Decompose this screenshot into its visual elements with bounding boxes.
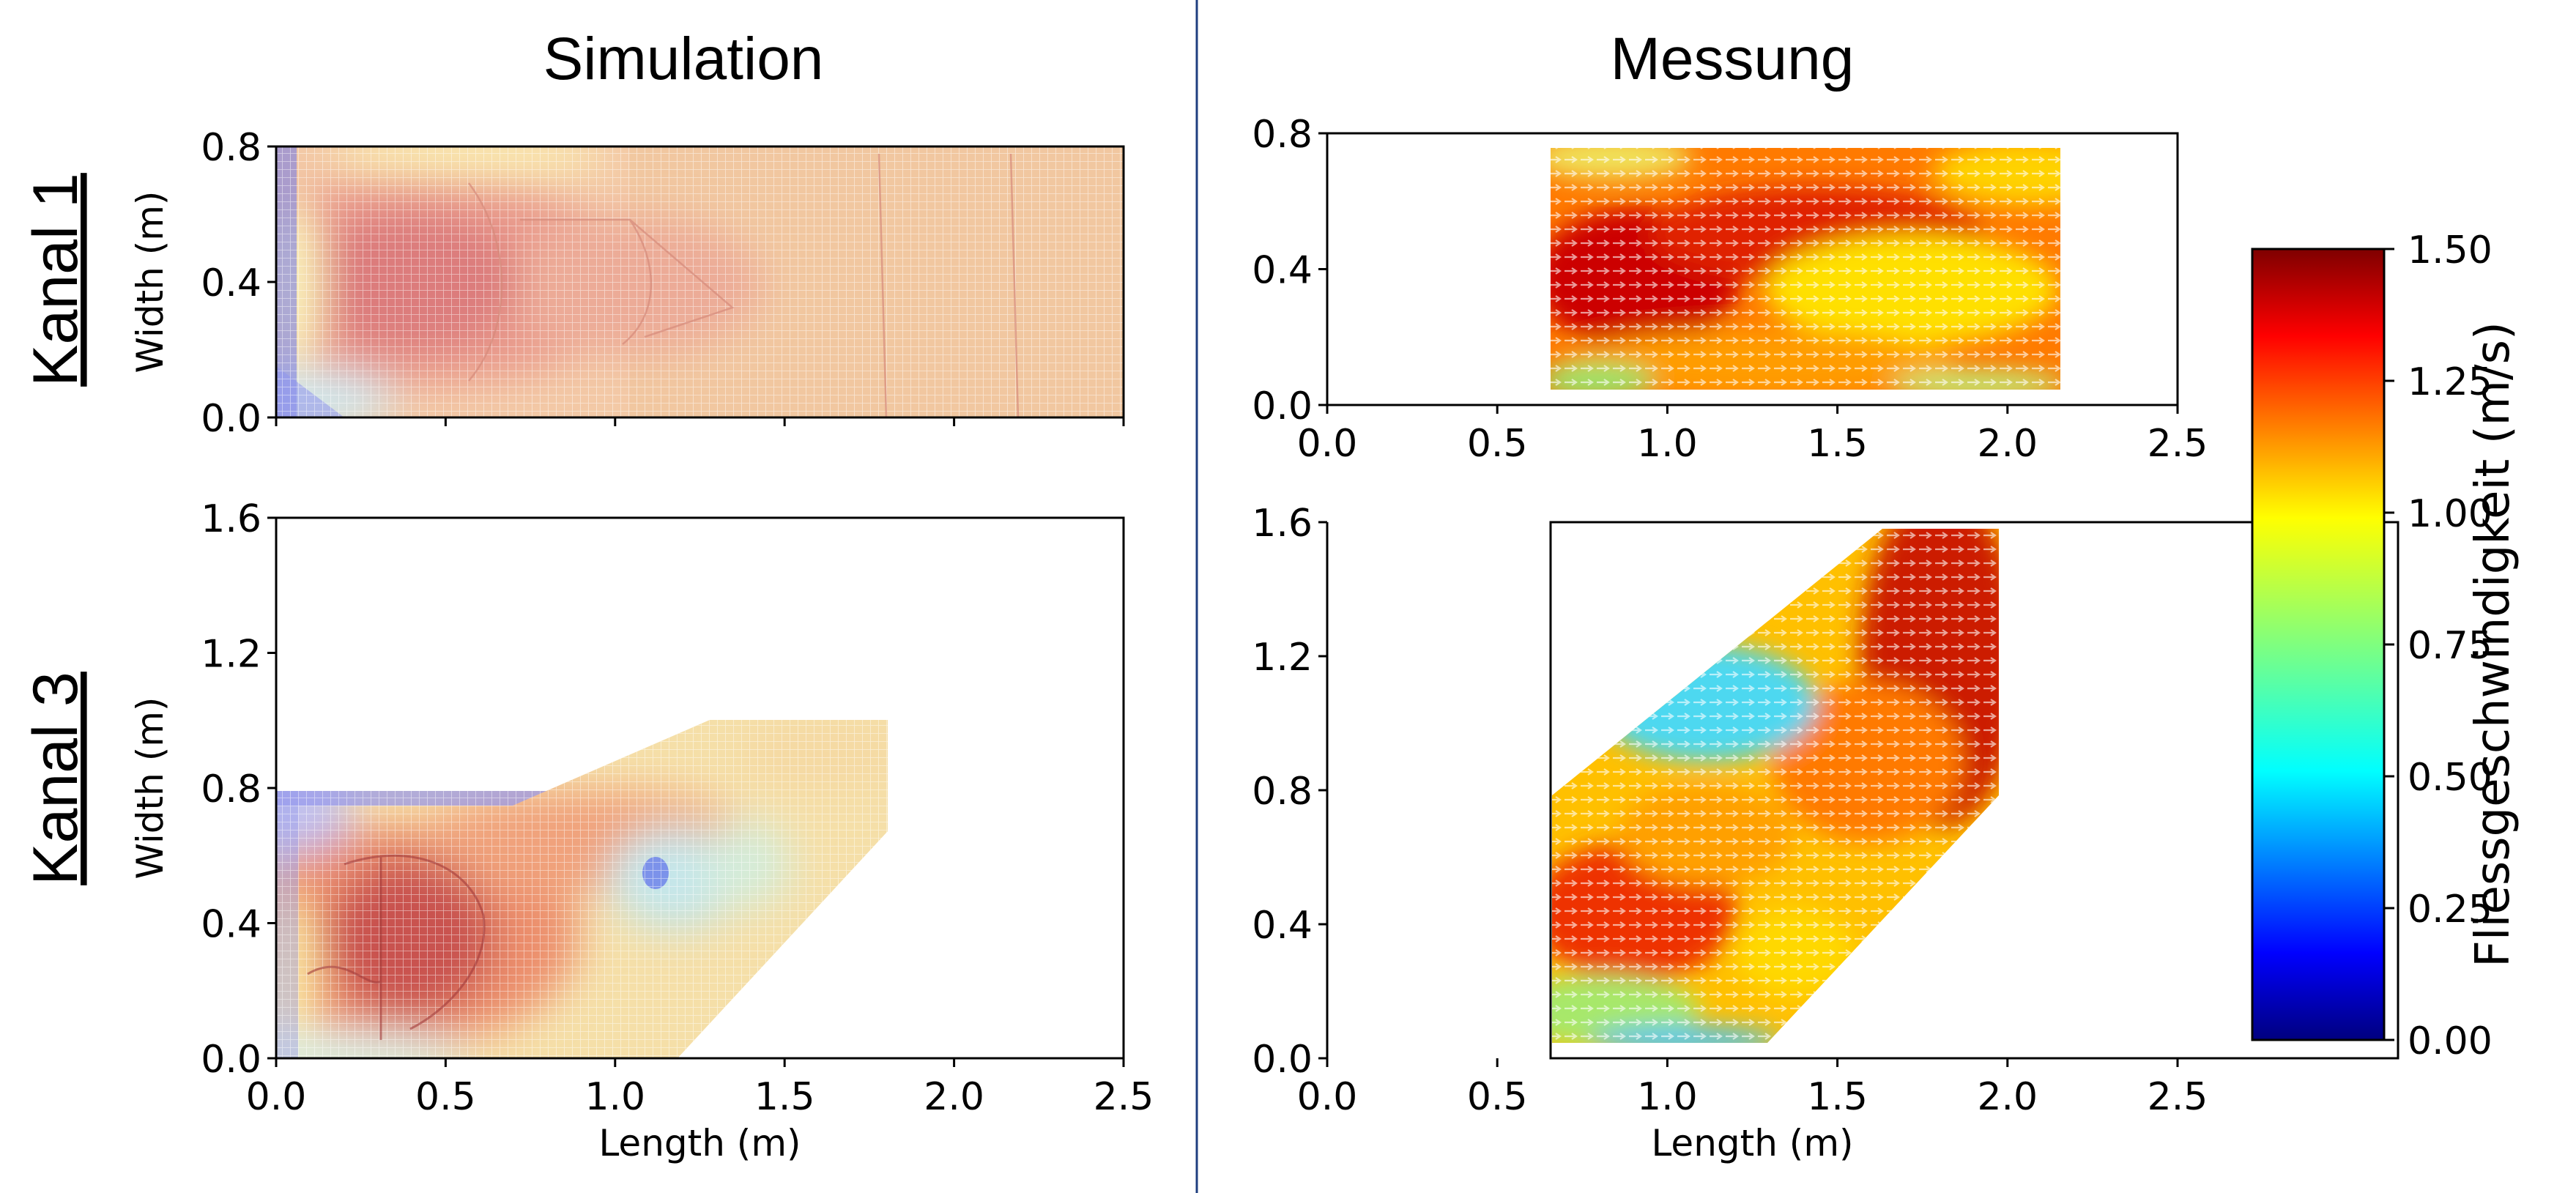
- x-tick-label: 2.0: [1977, 1075, 2038, 1119]
- y-tick-label: 0.0: [201, 1038, 261, 1082]
- colorbar-label: Fliessgeschwindigkeit (m/s): [2466, 322, 2520, 967]
- velocity-field-mes1: [1551, 148, 2060, 390]
- x-tick-label: 1.0: [1637, 422, 1698, 466]
- x-tick-label: 1.0: [1637, 1075, 1698, 1119]
- y-tick-label: 0.8: [1252, 770, 1313, 814]
- x-tick-label: 0.5: [1467, 422, 1528, 466]
- y-tick-label: 1.6: [201, 497, 261, 541]
- y-tick-label: 0.4: [201, 903, 261, 947]
- x-tick-label: 2.0: [1977, 422, 2038, 466]
- x-tick-label: 2.0: [924, 1075, 984, 1119]
- y-tick-label: 0.8: [201, 126, 261, 170]
- plot-frame-mes3: [1549, 521, 2399, 1060]
- x-tick-label: 1.5: [1807, 422, 1868, 466]
- x-tick-label: 2.5: [2148, 1075, 2208, 1119]
- x-tick-label: 2.5: [1094, 1075, 1154, 1119]
- y-tick-label: 1.2: [201, 633, 261, 677]
- column-title-messung: Messung: [1611, 26, 1855, 92]
- panel-messung-kanal-1: 0.0 0.4 0.8 0.0 0.5 1.0 1.5 2.0 2.5: [1252, 113, 2208, 466]
- column-title-simulation: Simulation: [543, 26, 824, 92]
- y-tick-label: 0.8: [201, 768, 261, 811]
- velocity-field-sim3: [276, 720, 888, 1058]
- colorbar-tick-label: 1.25: [2408, 360, 2493, 404]
- y-tick-label: 0.4: [1252, 904, 1313, 948]
- x-axis-label: Length (m): [1651, 1122, 1853, 1164]
- x-tick-label: 0.5: [415, 1075, 476, 1119]
- y-tick-label: 0.8: [1252, 113, 1313, 157]
- x-axis-label: Length (m): [598, 1122, 801, 1164]
- y-tick-label: 0.0: [1252, 384, 1313, 428]
- colorbar-tick-label: 1.00: [2408, 492, 2493, 536]
- y-axis-label: Width (m): [129, 191, 171, 373]
- colorbar-tick-label: 1.50: [2408, 228, 2493, 272]
- x-tick-label: 2.5: [2148, 422, 2208, 466]
- y-axis-label: Width (m): [129, 697, 171, 880]
- x-tick-label: 1.0: [584, 1075, 645, 1119]
- velocity-field-sim1: [276, 146, 1124, 417]
- x-tick-label: 1.5: [1807, 1075, 1868, 1119]
- row-label-kanal-3: Kanal 3: [21, 672, 91, 885]
- colorbar-gradient: [2251, 248, 2386, 1041]
- colorbar-tick-label: 0.50: [2408, 756, 2493, 800]
- panel-messung-kanal-3: 0.0 0.4 0.8 1.2 1.6 0.0 0.5 1.0 1.5 2.0 2.5 Length …: [1252, 502, 2399, 1164]
- y-tick-label: 1.2: [1252, 636, 1313, 680]
- velocity-field-mes3: [1552, 529, 1999, 1043]
- panel-simulation-kanal-1: 0.0 0.4 0.8 Width (m): [129, 126, 1125, 441]
- x-tick-label: 0.0: [1297, 1075, 1358, 1119]
- x-tick-label: 0.0: [1297, 422, 1358, 466]
- y-tick-label: 0.0: [1252, 1038, 1313, 1082]
- panel-simulation-kanal-3: 0.0 0.4 0.8 1.2 1.6 0.0 0.5 1.0 1.5 2.0 2.5 Length …: [129, 497, 1154, 1164]
- x-tick-label: 0.0: [246, 1075, 307, 1119]
- colorbar: 0.00 0.25 0.50 0.75 1.00 1.25 1.50 Fliessgesch…: [2251, 228, 2520, 1063]
- colorbar-tick-label: 0.00: [2408, 1019, 2493, 1063]
- colorbar-tick-label: 0.75: [2408, 624, 2493, 668]
- x-tick-label: 1.5: [754, 1075, 815, 1119]
- y-tick-label: 1.6: [1252, 502, 1313, 546]
- x-tick-label: 0.5: [1467, 1075, 1528, 1119]
- y-tick-label: 0.4: [201, 261, 261, 305]
- colorbar-tick-label: 0.25: [2408, 888, 2493, 932]
- y-tick-label: 0.0: [201, 397, 261, 441]
- row-label-kanal-1: Kanal 1: [21, 173, 91, 387]
- y-tick-label: 0.4: [1252, 249, 1313, 293]
